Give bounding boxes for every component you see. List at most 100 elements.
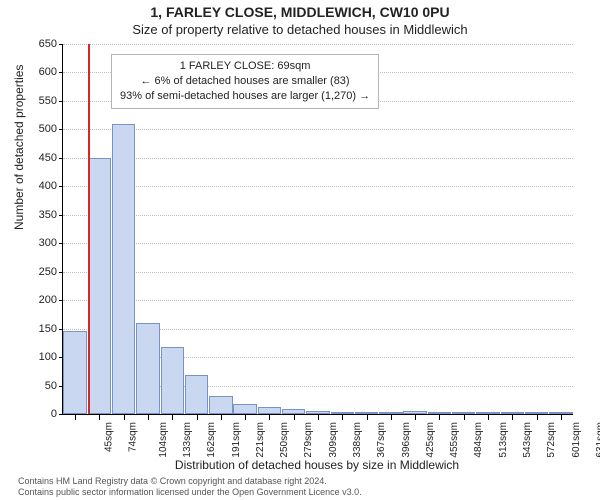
x-tick-mark bbox=[464, 414, 465, 420]
x-tick-mark bbox=[342, 414, 343, 420]
x-tick-mark bbox=[245, 414, 246, 420]
y-tick-label: 650 bbox=[39, 38, 57, 50]
x-tick-label: 631sqm bbox=[595, 422, 600, 458]
x-tick-mark bbox=[172, 414, 173, 420]
bar bbox=[209, 396, 232, 414]
footer-line-1: Contains HM Land Registry data © Crown c… bbox=[18, 476, 362, 487]
y-tick-mark bbox=[59, 215, 63, 216]
plot-area: 0501001502002503003504004505005506006504… bbox=[62, 44, 573, 415]
x-tick-label: 221sqm bbox=[255, 422, 266, 458]
x-tick-mark bbox=[269, 414, 270, 420]
gridline bbox=[63, 186, 573, 187]
x-tick-mark bbox=[391, 414, 392, 420]
bar bbox=[136, 323, 159, 414]
x-tick-mark bbox=[221, 414, 222, 420]
x-tick-label: 309sqm bbox=[328, 422, 339, 458]
chart-title-2: Size of property relative to detached ho… bbox=[0, 22, 600, 37]
bar bbox=[233, 404, 256, 414]
x-tick-label: 250sqm bbox=[279, 422, 290, 458]
bar bbox=[185, 375, 208, 414]
y-tick-label: 350 bbox=[39, 209, 57, 221]
y-axis-label: Number of detached properties bbox=[12, 65, 26, 230]
y-tick-mark bbox=[59, 243, 63, 244]
y-tick-label: 300 bbox=[39, 237, 57, 249]
x-tick-mark bbox=[294, 414, 295, 420]
y-tick-label: 100 bbox=[39, 351, 57, 363]
x-tick-label: 396sqm bbox=[401, 422, 412, 458]
x-tick-mark bbox=[415, 414, 416, 420]
footer-attribution: Contains HM Land Registry data © Crown c… bbox=[18, 476, 362, 499]
bar bbox=[63, 331, 86, 414]
y-tick-mark bbox=[59, 44, 63, 45]
y-tick-mark bbox=[59, 272, 63, 273]
x-tick-mark bbox=[367, 414, 368, 420]
x-tick-label: 455sqm bbox=[449, 422, 460, 458]
x-tick-mark bbox=[318, 414, 319, 420]
gridline bbox=[63, 158, 573, 159]
y-tick-mark bbox=[59, 300, 63, 301]
y-tick-mark bbox=[59, 186, 63, 187]
x-tick-label: 74sqm bbox=[128, 422, 139, 452]
x-tick-mark bbox=[537, 414, 538, 420]
y-tick-mark bbox=[59, 414, 63, 415]
chart-title-1: 1, FARLEY CLOSE, MIDDLEWICH, CW10 0PU bbox=[0, 4, 600, 20]
gridline bbox=[63, 243, 573, 244]
y-tick-mark bbox=[59, 357, 63, 358]
y-tick-label: 0 bbox=[51, 408, 57, 420]
gridline bbox=[63, 215, 573, 216]
y-tick-mark bbox=[59, 329, 63, 330]
x-tick-label: 367sqm bbox=[376, 422, 387, 458]
x-tick-mark bbox=[99, 414, 100, 420]
y-tick-label: 500 bbox=[39, 123, 57, 135]
y-tick-label: 150 bbox=[39, 323, 57, 335]
bar bbox=[258, 407, 281, 414]
x-tick-mark bbox=[488, 414, 489, 420]
x-tick-label: 162sqm bbox=[206, 422, 217, 458]
y-tick-mark bbox=[59, 129, 63, 130]
x-axis-label: Distribution of detached houses by size … bbox=[62, 458, 572, 472]
y-tick-label: 200 bbox=[39, 294, 57, 306]
gridline bbox=[63, 272, 573, 273]
x-tick-label: 279sqm bbox=[304, 422, 315, 458]
y-tick-label: 450 bbox=[39, 152, 57, 164]
x-tick-label: 572sqm bbox=[546, 422, 557, 458]
annotation-line: 93% of semi-detached houses are larger (… bbox=[120, 89, 370, 104]
y-tick-label: 50 bbox=[45, 380, 57, 392]
gridline bbox=[63, 129, 573, 130]
x-tick-mark bbox=[75, 414, 76, 420]
bar bbox=[88, 158, 111, 414]
x-tick-label: 133sqm bbox=[182, 422, 193, 458]
annotation-box: 1 FARLEY CLOSE: 69sqm← 6% of detached ho… bbox=[111, 54, 379, 109]
x-tick-label: 104sqm bbox=[158, 422, 169, 458]
y-tick-label: 400 bbox=[39, 180, 57, 192]
y-tick-mark bbox=[59, 72, 63, 73]
chart-container: 1, FARLEY CLOSE, MIDDLEWICH, CW10 0PU Si… bbox=[0, 0, 600, 500]
x-tick-label: 513sqm bbox=[498, 422, 509, 458]
x-tick-mark bbox=[148, 414, 149, 420]
annotation-line: 1 FARLEY CLOSE: 69sqm bbox=[120, 59, 370, 74]
x-tick-label: 543sqm bbox=[522, 422, 533, 458]
annotation-line: ← 6% of detached houses are smaller (83) bbox=[120, 74, 370, 89]
footer-line-2: Contains public sector information licen… bbox=[18, 487, 362, 498]
gridline bbox=[63, 44, 573, 45]
y-tick-label: 600 bbox=[39, 66, 57, 78]
x-tick-label: 191sqm bbox=[231, 422, 242, 458]
x-tick-label: 601sqm bbox=[571, 422, 582, 458]
x-tick-mark bbox=[512, 414, 513, 420]
x-tick-mark bbox=[124, 414, 125, 420]
x-tick-mark bbox=[439, 414, 440, 420]
reference-line bbox=[88, 44, 90, 414]
bar bbox=[161, 347, 184, 414]
bar bbox=[112, 124, 135, 414]
y-tick-label: 250 bbox=[39, 266, 57, 278]
y-tick-mark bbox=[59, 158, 63, 159]
x-tick-mark bbox=[561, 414, 562, 420]
x-tick-label: 45sqm bbox=[104, 422, 115, 452]
x-tick-label: 338sqm bbox=[352, 422, 363, 458]
y-tick-mark bbox=[59, 386, 63, 387]
x-tick-label: 425sqm bbox=[425, 422, 436, 458]
x-tick-mark bbox=[197, 414, 198, 420]
gridline bbox=[63, 300, 573, 301]
x-tick-label: 484sqm bbox=[474, 422, 485, 458]
y-tick-mark bbox=[59, 101, 63, 102]
